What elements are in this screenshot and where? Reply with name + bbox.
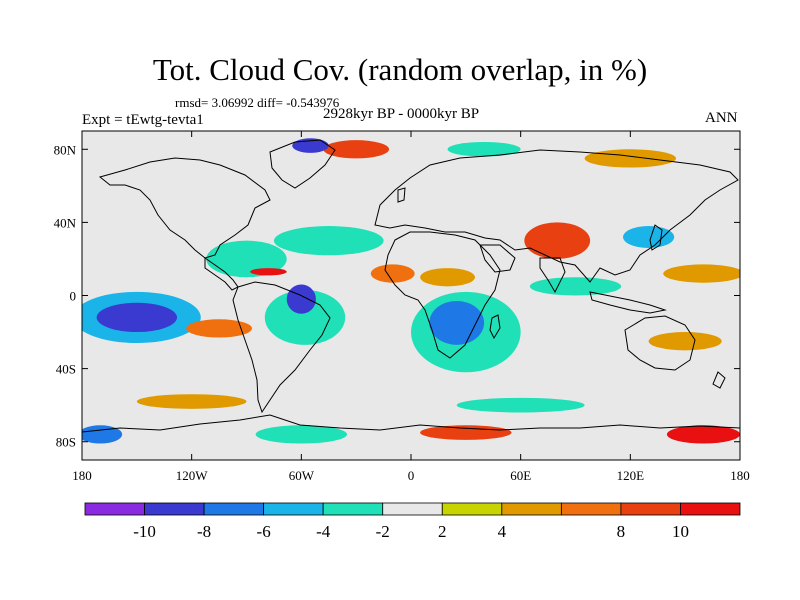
coastline-uk bbox=[397, 187, 406, 203]
experiment-label: Expt = tEwtg-tevta1 bbox=[82, 112, 204, 128]
anomaly-region bbox=[524, 222, 591, 259]
colorbar-label: 10 bbox=[672, 522, 689, 541]
anomaly-region bbox=[456, 397, 585, 413]
lon-tick-label: 60E bbox=[510, 468, 531, 483]
longitude-axis: 180 120W 60W 0 60E 120E 180 bbox=[72, 131, 750, 483]
coastline-arabia bbox=[479, 244, 516, 273]
lon-tick-label: 120E bbox=[617, 468, 645, 483]
colorbar-label: -10 bbox=[133, 522, 156, 541]
colorbar-swatch bbox=[560, 502, 622, 516]
coastline-australia bbox=[624, 315, 696, 371]
coastline-greenland bbox=[269, 139, 336, 189]
anomaly-region bbox=[250, 268, 287, 276]
colorbar-label: -6 bbox=[257, 522, 271, 541]
colorbar-label: 2 bbox=[438, 522, 447, 541]
coastline-africa bbox=[384, 231, 501, 359]
anomaly-region bbox=[666, 425, 740, 444]
colorbar-swatch bbox=[620, 502, 681, 516]
anomaly-region bbox=[420, 425, 512, 440]
anomaly-region bbox=[663, 264, 740, 283]
anomaly-region bbox=[323, 140, 390, 159]
lon-tick-label: 60W bbox=[289, 468, 315, 483]
anomaly-region bbox=[529, 277, 622, 296]
season-label: ANN bbox=[705, 110, 738, 126]
colorbar-swatch bbox=[84, 502, 145, 516]
anomaly-region bbox=[584, 149, 677, 168]
chart-title: Tot. Cloud Cov. (random overlap, in %) bbox=[152, 52, 648, 87]
colorbar-label: -8 bbox=[197, 522, 211, 541]
lon-tick-label: 180 bbox=[730, 468, 750, 483]
anomaly-region bbox=[420, 268, 475, 287]
lat-tick-label: 80S bbox=[56, 435, 76, 450]
lat-tick-label: 80N bbox=[54, 142, 77, 157]
colorbar-swatch bbox=[441, 502, 503, 516]
lat-tick-label: 40S bbox=[56, 362, 76, 377]
anomaly-region bbox=[370, 264, 415, 283]
coastline-new-zealand bbox=[712, 371, 726, 389]
latitude-axis: 80N 40N 0 40S 80S bbox=[54, 142, 740, 450]
lon-tick-label: 0 bbox=[408, 468, 415, 483]
coastline-indonesia bbox=[589, 291, 667, 314]
period-label: 2928kyr BP - 0000kyr BP bbox=[323, 106, 480, 122]
coastline-south-america bbox=[232, 281, 331, 414]
colorbar-swatch bbox=[382, 502, 443, 516]
coastline-antarctica bbox=[82, 414, 740, 433]
colorbar-label: -4 bbox=[316, 522, 331, 541]
anomaly-region bbox=[264, 290, 346, 345]
anomaly-region bbox=[82, 425, 123, 444]
anomaly-region bbox=[206, 240, 287, 278]
anomaly-region bbox=[255, 425, 348, 444]
anomaly-region bbox=[273, 226, 384, 256]
coastline-madagascar bbox=[489, 314, 501, 340]
colorbar-swatch bbox=[501, 502, 562, 516]
colorbar-swatch bbox=[144, 502, 205, 516]
rmsd-diff-text: rmsd= 3.06992 diff= -0.543976 bbox=[175, 95, 340, 110]
anomaly-region bbox=[136, 394, 247, 409]
lat-tick-label: 0 bbox=[70, 289, 77, 304]
anomaly-region bbox=[186, 319, 252, 338]
colorbar: -10 -8 -6 -4 -2 2 4 8 10 bbox=[84, 502, 741, 541]
colorbar-swatch bbox=[203, 502, 265, 516]
anomaly-region bbox=[623, 226, 675, 248]
colorbar-label: 8 bbox=[617, 522, 626, 541]
coastline-central-america bbox=[204, 257, 239, 291]
colorbar-label: -2 bbox=[376, 522, 390, 541]
anomaly-region bbox=[447, 141, 521, 157]
coastline-north-america bbox=[98, 157, 271, 259]
coastlines bbox=[82, 139, 740, 433]
lat-tick-label: 40N bbox=[54, 215, 77, 230]
coastline-india bbox=[539, 257, 566, 294]
anomaly-layer bbox=[82, 138, 740, 444]
coastline-japan bbox=[649, 224, 663, 251]
colorbar-swatch bbox=[680, 502, 741, 516]
colorbar-swatch bbox=[322, 502, 384, 516]
colorbar-label: 4 bbox=[498, 522, 507, 541]
lon-tick-label: 120W bbox=[176, 468, 209, 483]
colorbar-swatch bbox=[263, 502, 324, 516]
anomaly-region bbox=[648, 332, 722, 351]
anomaly-region bbox=[286, 284, 316, 314]
map-background bbox=[82, 131, 740, 460]
lon-tick-label: 180 bbox=[72, 468, 92, 483]
anomaly-region bbox=[96, 302, 178, 333]
coastline-eurasia bbox=[374, 149, 739, 283]
